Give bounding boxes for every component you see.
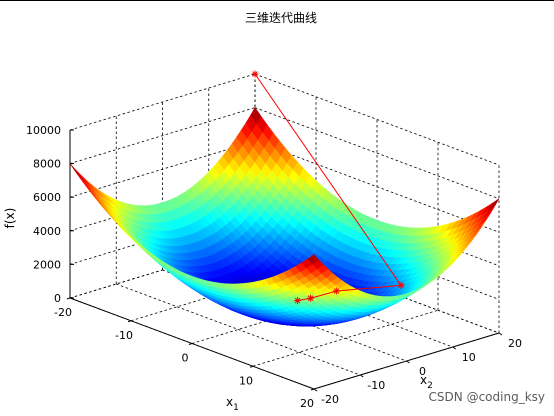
- x-tick-label: -20: [54, 306, 72, 319]
- x-tick-label: 0: [182, 352, 189, 365]
- z-tick-label: 10000: [26, 124, 61, 137]
- z-tick-label: 2000: [33, 258, 61, 271]
- y-tick-label: 20: [508, 337, 522, 350]
- tick-labels: -20 -10 0 10 20 -20 -10 0 10 20 0 2000 4000 6000 8000 1…: [26, 124, 522, 410]
- y-tick-label: -20: [321, 393, 339, 406]
- surface: [69, 107, 500, 327]
- chart-title: 三维迭代曲线: [245, 11, 317, 25]
- x-tick-mark: [188, 343, 193, 345]
- grid-line: [69, 140, 256, 198]
- surface-patch: [307, 254, 320, 265]
- z-axis-label: f(x): [3, 208, 17, 229]
- grid-line: [116, 283, 361, 376]
- x-tick-label: -10: [115, 329, 133, 342]
- x-tick-mark: [249, 365, 254, 368]
- iteration-marker: [307, 294, 315, 302]
- grid-line: [69, 73, 256, 131]
- y-tick-mark: [498, 332, 503, 336]
- grid-line: [254, 107, 500, 199]
- z-tick-label: 0: [54, 292, 61, 305]
- y-axis-label: x2: [420, 373, 433, 391]
- y-tick-label: -10: [367, 379, 385, 392]
- grid-line: [69, 107, 256, 164]
- iteration-marker: [294, 297, 302, 305]
- x-tick-mark: [127, 320, 132, 323]
- watermark: CSDN @coding_ksy: [429, 390, 545, 404]
- iteration-marker: [251, 70, 259, 78]
- y-tick-mark: [406, 360, 410, 364]
- x-tick-label: 20: [300, 397, 314, 410]
- y-tick-mark: [359, 374, 364, 378]
- x-tick-mark: [66, 297, 71, 300]
- z-tick-label: 6000: [33, 191, 61, 204]
- x-tick-label: 10: [239, 374, 253, 387]
- z-tick-label: 4000: [33, 225, 61, 238]
- y-tick-label: 0: [419, 365, 426, 378]
- y-tick-mark: [452, 346, 457, 350]
- y-tick-label: 10: [462, 351, 476, 364]
- y-tick-mark: [313, 388, 318, 392]
- x-tick-mark: [310, 388, 315, 391]
- iteration-marker: [333, 287, 341, 295]
- grid-line: [254, 73, 500, 166]
- x-axis-label: x1: [226, 395, 239, 413]
- z-tick-label: 8000: [33, 158, 61, 171]
- iteration-path: [251, 70, 405, 305]
- axes: [66, 129, 503, 392]
- iteration-marker: [397, 281, 405, 289]
- grid-line: [254, 140, 500, 233]
